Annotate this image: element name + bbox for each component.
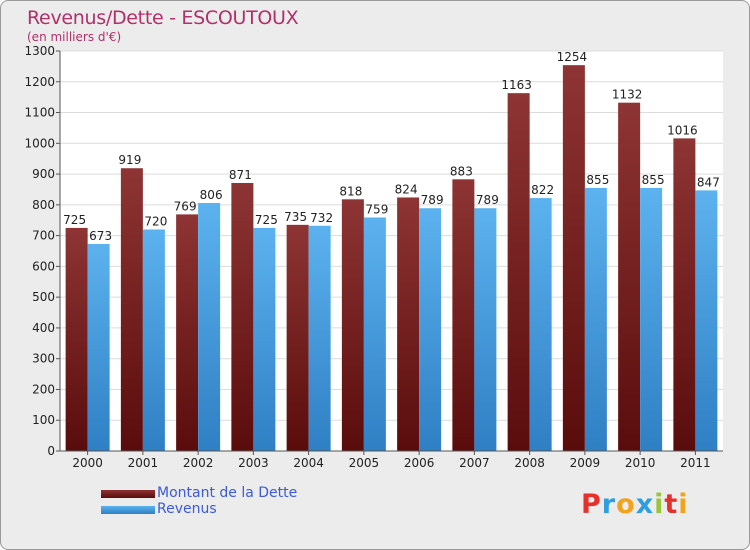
y-tick-label: 1100	[24, 106, 55, 120]
bar-dette-2008	[507, 93, 530, 452]
bar-dette-2001	[120, 168, 143, 451]
chart-subtitle: (en milliers d'€)	[27, 30, 122, 44]
x-tick-label: 2001	[128, 456, 159, 470]
data-label-revenus-2003: 725	[255, 213, 278, 227]
data-label-revenus-2009: 855	[586, 173, 609, 187]
bar-revenus-2001	[142, 229, 165, 451]
data-label-revenus-2001: 720	[144, 214, 167, 228]
data-label-revenus-2008: 822	[531, 183, 554, 197]
bar-dette-2006	[397, 197, 420, 451]
data-label-dette-2008: 1163	[501, 78, 532, 92]
bar-revenus-2006	[419, 208, 442, 451]
data-label-dette-2009: 1254	[557, 50, 588, 64]
legend-label-dette: Montant de la Dette	[157, 485, 298, 501]
y-tick-label: 1000	[24, 136, 55, 150]
bar-dette-2004	[286, 224, 309, 451]
data-label-dette-2011: 1016	[667, 123, 698, 137]
bar-revenus-2000	[87, 243, 110, 451]
bar-revenus-2008	[529, 198, 552, 451]
data-label-dette-2002: 769	[174, 199, 197, 213]
x-tick-label: 2006	[404, 456, 435, 470]
x-tick-label: 2002	[183, 456, 214, 470]
data-label-dette-2003: 871	[229, 168, 252, 182]
labels: 0 100 200 300 400 500 600 700 800 900 1000 1100 1200…	[24, 44, 719, 470]
data-label-revenus-2010: 855	[642, 173, 665, 187]
bar-revenus-2009	[584, 187, 607, 451]
x-tick-label: 2004	[293, 456, 324, 470]
bar-dette-2003	[231, 183, 254, 451]
y-tick-label: 0	[47, 444, 55, 458]
grid-lines	[60, 50, 723, 451]
data-label-revenus-2007: 789	[476, 193, 499, 207]
x-tick-label: 2008	[514, 456, 545, 470]
bar-dette-2007	[452, 179, 475, 452]
y-tick-label: 700	[32, 229, 55, 243]
y-tick-label: 500	[32, 290, 55, 304]
plot-area	[60, 51, 723, 451]
logo-letter: x	[635, 489, 655, 520]
bar-revenus-2004	[308, 225, 331, 451]
bar-revenus-2011	[695, 190, 718, 451]
y-tick-label: 800	[32, 198, 55, 212]
bar-dette-2000	[65, 227, 88, 451]
y-tick-label: 600	[32, 259, 55, 273]
y-tick-label: 400	[32, 321, 55, 335]
y-tick-label: 1200	[24, 75, 55, 89]
axes	[56, 50, 723, 455]
data-label-dette-2005: 818	[339, 184, 362, 198]
logo-letter: t	[664, 489, 679, 520]
data-label-dette-2004: 735	[284, 210, 307, 224]
legend-swatch-dette	[101, 490, 155, 498]
logo-letter: o	[616, 489, 636, 520]
x-tick-label: 2009	[570, 456, 601, 470]
y-tick-label: 1300	[24, 44, 55, 58]
y-tick-label: 200	[32, 382, 55, 396]
bar-dette-2005	[341, 199, 364, 451]
y-tick-label: 300	[32, 352, 55, 366]
data-label-dette-2001: 919	[118, 153, 141, 167]
bars	[65, 65, 718, 452]
data-label-revenus-2002: 806	[200, 188, 223, 202]
bar-revenus-2007	[474, 208, 497, 451]
data-label-dette-2010: 1132	[612, 88, 643, 102]
x-tick-label: 2005	[349, 456, 380, 470]
y-tick-label: 900	[32, 167, 55, 181]
x-tick-label: 2007	[459, 456, 490, 470]
bar-revenus-2005	[363, 217, 386, 451]
x-tick-label: 2003	[238, 456, 269, 470]
bar-dette-2010	[618, 102, 641, 451]
data-label-revenus-2011: 847	[697, 175, 720, 189]
bar-dette-2011	[673, 138, 696, 451]
data-label-revenus-2000: 673	[89, 229, 112, 243]
data-label-revenus-2006: 789	[421, 193, 444, 207]
y-tick-label: 100	[32, 413, 55, 427]
x-tick-label: 2000	[72, 456, 103, 470]
bar-dette-2002	[176, 214, 199, 451]
logo-letter: r	[601, 489, 617, 520]
chart-title: Revenus/Dette - ESCOUTOUX	[27, 7, 299, 29]
data-label-dette-2007: 883	[450, 164, 473, 178]
legend-label-revenus: Revenus	[157, 501, 217, 517]
logo-letter: P	[581, 489, 602, 520]
bar-revenus-2002	[198, 203, 221, 451]
bar-dette-2009	[562, 65, 585, 452]
bar-revenus-2003	[253, 227, 276, 451]
legend-swatch-revenus	[101, 506, 155, 514]
proxiti-logo: Proxiti	[581, 489, 689, 520]
data-label-dette-2006: 824	[395, 182, 418, 196]
x-tick-label: 2011	[680, 456, 711, 470]
logo-letter: i	[654, 489, 665, 520]
data-label-revenus-2005: 759	[365, 202, 388, 216]
data-label-dette-2000: 725	[63, 213, 86, 227]
logo-letter: i	[678, 489, 689, 520]
data-label-revenus-2004: 732	[310, 211, 333, 225]
x-tick-label: 2010	[625, 456, 656, 470]
bar-revenus-2010	[640, 187, 663, 451]
